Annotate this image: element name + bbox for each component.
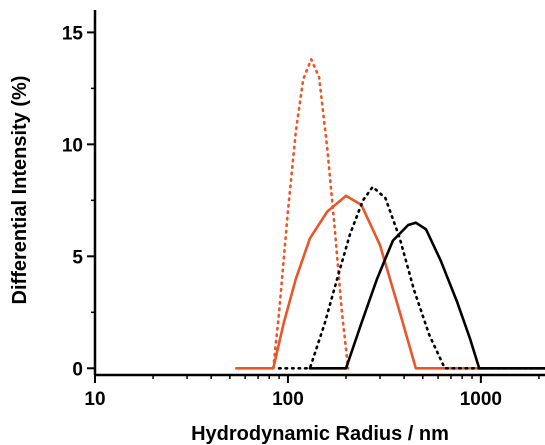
y-axis-title: Differential Intensity (%) <box>9 76 31 305</box>
series-line-2-solid <box>235 194 545 370</box>
series-line-1-dotted <box>272 58 350 370</box>
y-tick-label-0: 0 <box>72 359 83 380</box>
x-tick-label-10: 10 <box>84 389 105 410</box>
axis-tick-labels: 0 5 10 15 10 100 1000 <box>62 23 502 410</box>
x-tick-label-100: 100 <box>272 389 304 410</box>
axis-ticks <box>87 31 540 383</box>
series-line-3-dotted <box>277 185 545 370</box>
series-line-4-solid <box>308 221 545 370</box>
x-tick-label-1000: 1000 <box>460 389 502 410</box>
y-tick-label-5: 5 <box>72 247 83 268</box>
x-axis-title: Hydrodynamic Radius / nm <box>191 423 449 445</box>
y-tick-label-10: 10 <box>62 135 83 156</box>
y-tick-label-15: 15 <box>62 23 84 44</box>
plot-area <box>235 58 545 370</box>
